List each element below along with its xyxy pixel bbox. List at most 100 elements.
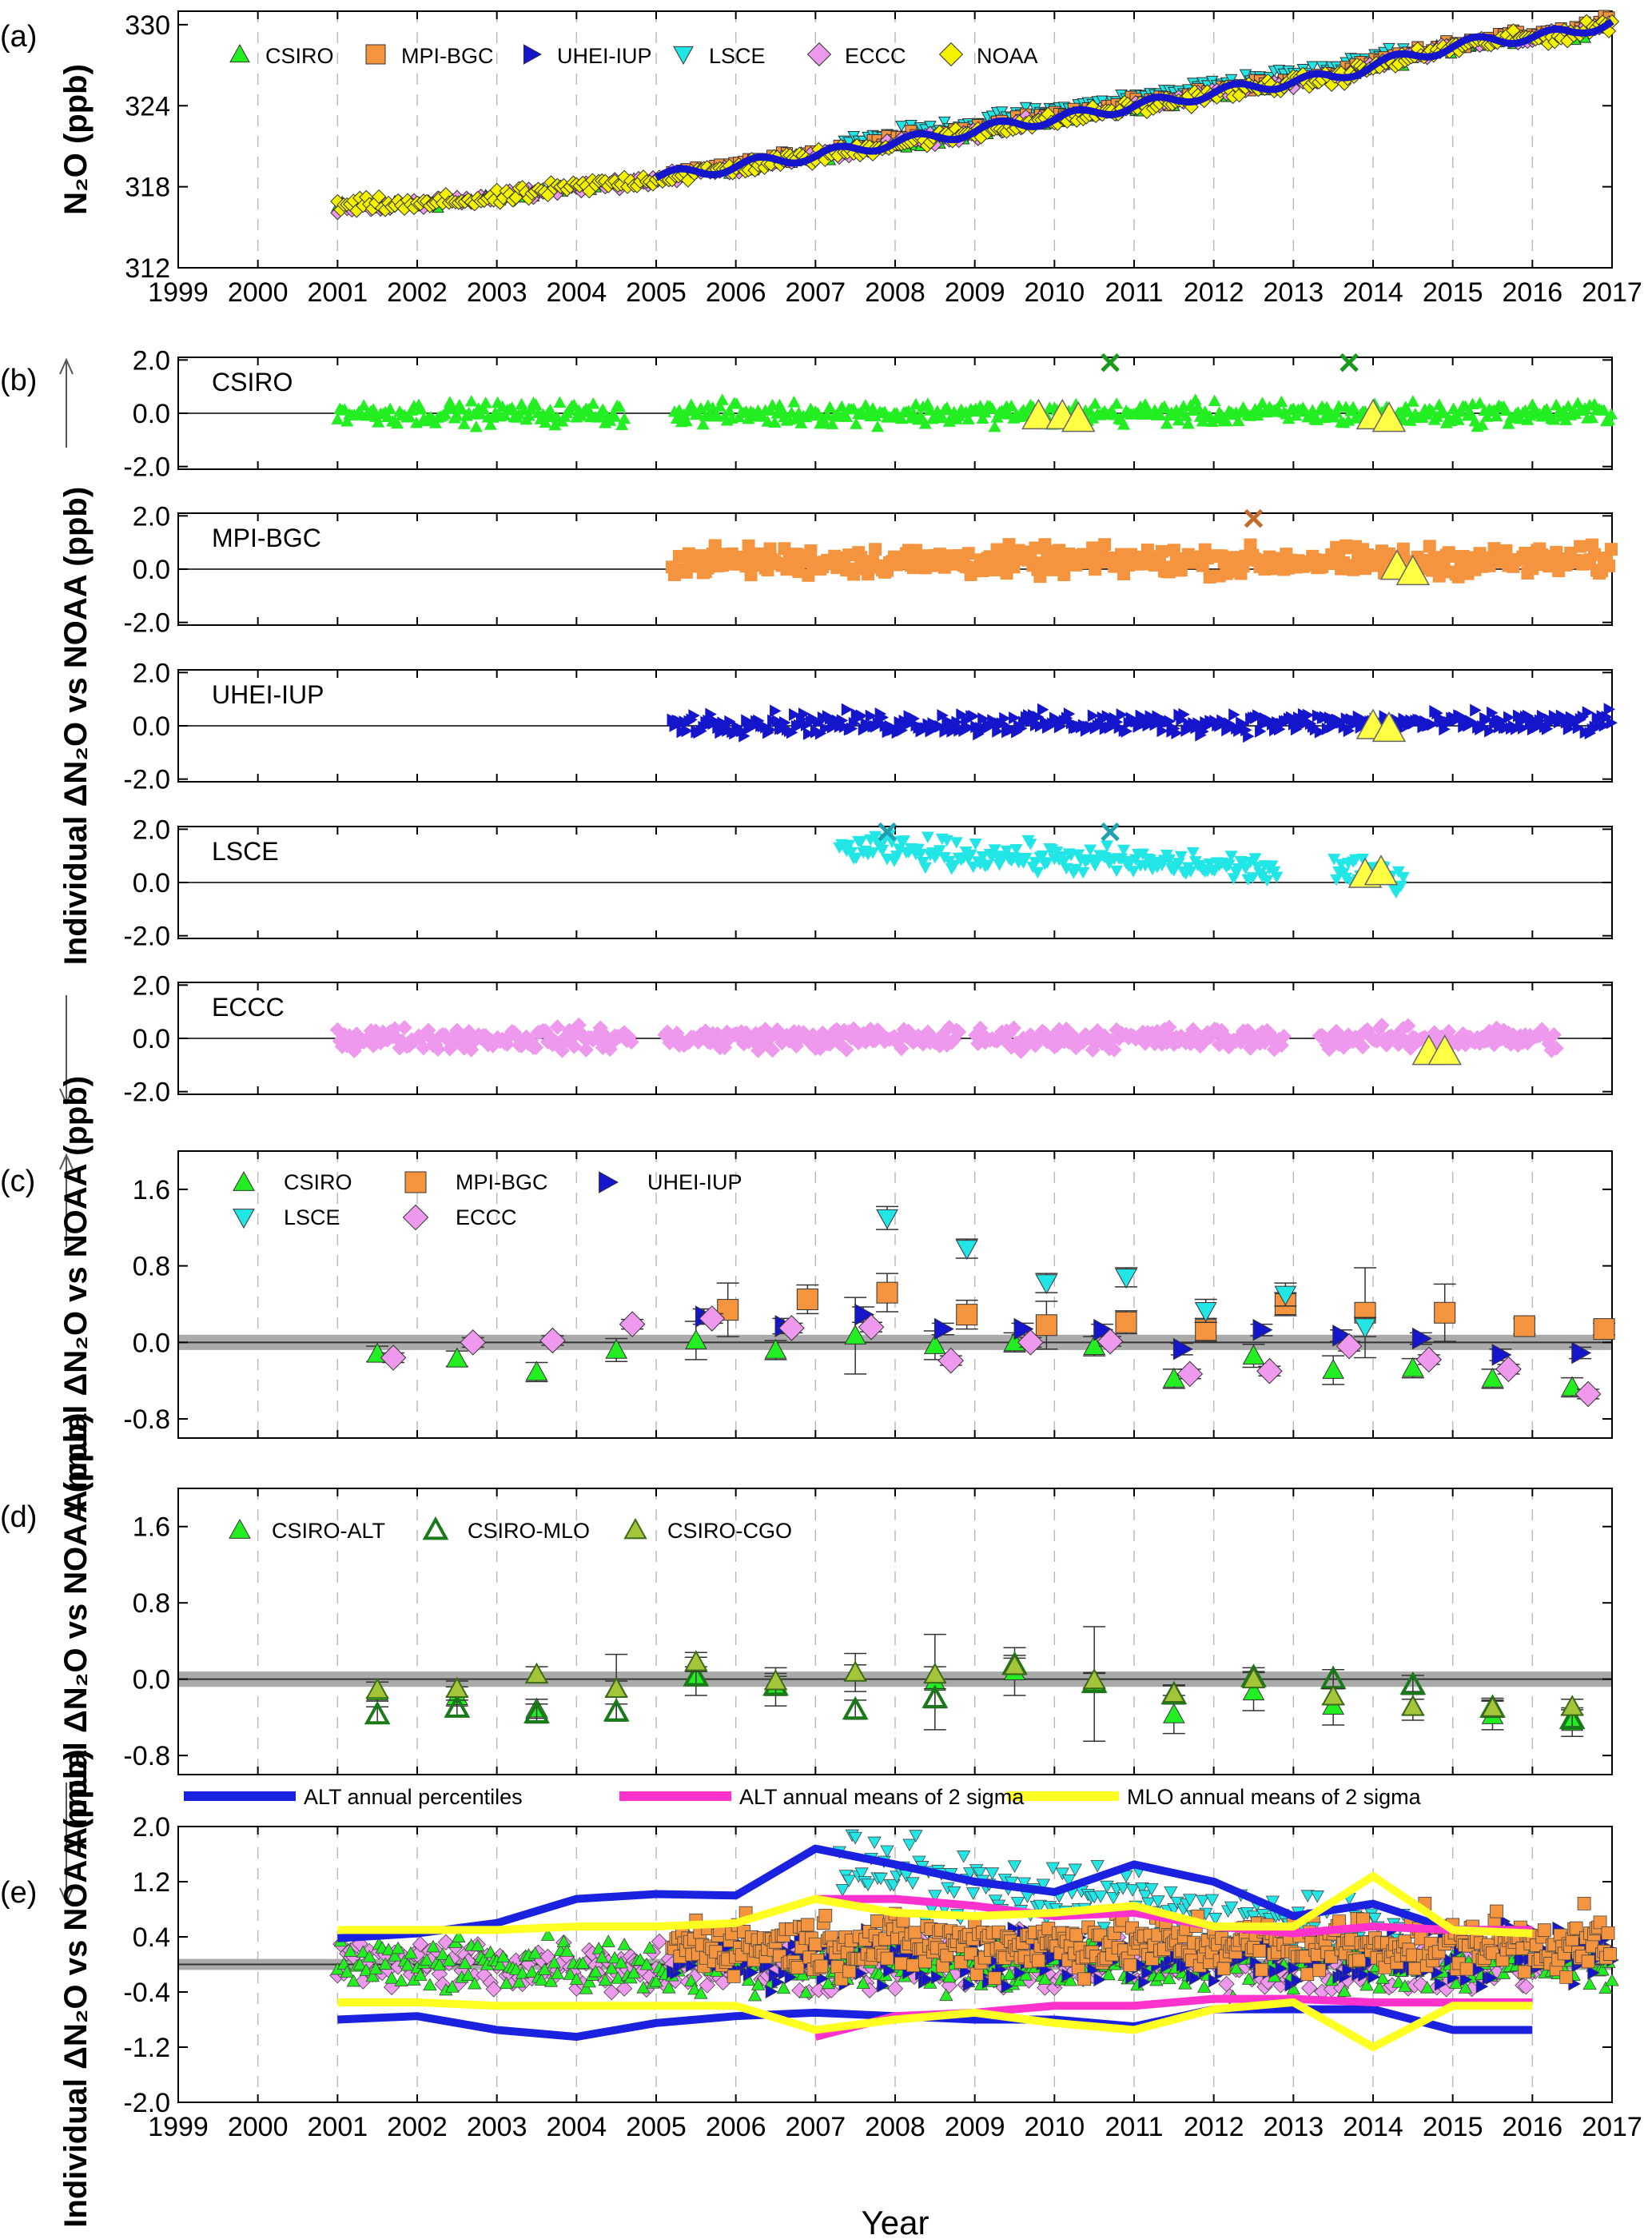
- point-b-mpi-bgc: [869, 543, 882, 556]
- point-c-lsce: [1035, 1274, 1058, 1295]
- point-b-csiro: [787, 396, 801, 408]
- point-e-lsce: [902, 1839, 917, 1852]
- point-b-uhei-iup: [770, 704, 782, 718]
- point-b-lsce: [921, 831, 934, 843]
- point-e-csiro: [1582, 1977, 1597, 1990]
- point-b-csiro: [1208, 394, 1221, 407]
- point-c-lsce: [955, 1240, 978, 1261]
- legend-d-marker: [623, 1517, 647, 1540]
- point-b-csiro: [618, 412, 631, 424]
- point-b-csiro: [1110, 397, 1124, 409]
- point-b-lsce: [1024, 839, 1037, 851]
- point-c-eccc: [1415, 1346, 1443, 1373]
- point-e-lsce: [867, 1836, 882, 1850]
- legend-c-marker: [404, 1171, 427, 1193]
- point-e-csiro: [1605, 1973, 1619, 1986]
- point-b-csiro: [1089, 396, 1102, 409]
- point-a-noaa: [489, 182, 504, 197]
- point-e-lsce: [1310, 1890, 1324, 1903]
- point-a-lsce: [1224, 74, 1238, 86]
- legend-d-marker: [422, 1516, 449, 1540]
- point-b-mpi-bgc: [763, 542, 777, 556]
- point-b-uhei-iup: [1603, 703, 1616, 716]
- point-e-lsce: [1068, 1863, 1082, 1877]
- arrow-up-c: [59, 1153, 74, 1247]
- point-b-mpi-bgc: [1155, 544, 1168, 558]
- point-e-lsce: [1204, 1894, 1220, 1907]
- point-e-lsce: [880, 1845, 894, 1859]
- point-c-mpi-bgc: [956, 1304, 978, 1326]
- point-e-lsce: [947, 1886, 961, 1899]
- point-b-csiro: [553, 396, 567, 408]
- point-b-lsce: [918, 862, 932, 874]
- point-b-csiro: [1188, 393, 1202, 405]
- point-e-eccc: [1218, 1975, 1235, 1993]
- point-e-lsce: [1007, 1860, 1022, 1873]
- data-marks: [184, 10, 1620, 2051]
- point-b-csiro: [464, 395, 478, 407]
- point-a-lsce: [842, 137, 856, 149]
- point-e-lsce: [1164, 1886, 1178, 1899]
- point-b-mpi-bgc: [1057, 568, 1071, 582]
- point-a-lsce: [1306, 61, 1320, 73]
- point-c-eccc: [619, 1311, 646, 1337]
- point-e-lsce: [1106, 1891, 1121, 1905]
- legend-a-marker: [806, 42, 832, 67]
- legend-a-marker: [938, 42, 964, 67]
- point-b-lsce: [1330, 874, 1343, 886]
- point-b-mpi-bgc: [1602, 559, 1616, 572]
- point-b-mpi-bgc: [804, 544, 818, 558]
- legend-d-marker: [229, 1518, 251, 1539]
- point-a-noaa: [508, 189, 523, 205]
- legend-a-marker: [673, 46, 694, 66]
- point-c-mpi-bgc: [1035, 1314, 1057, 1337]
- point-b-mpi-bgc: [961, 547, 975, 560]
- point-d-csiro-alt: [1162, 1703, 1185, 1723]
- point-b-csiro: [1406, 395, 1419, 407]
- point-e-lsce: [965, 1887, 981, 1900]
- point-c-csiro: [1322, 1359, 1345, 1379]
- point-d-csiro-cgo: [684, 1650, 708, 1671]
- point-c-lsce: [876, 1209, 898, 1229]
- point-b-csiro: [1275, 395, 1288, 408]
- arrow-up-b: [59, 357, 74, 448]
- point-a-lsce: [895, 121, 908, 133]
- point-c-lsce: [1354, 1318, 1376, 1339]
- point-c-mpi-bgc: [1513, 1315, 1535, 1337]
- legend-c-marker: [233, 1170, 255, 1191]
- point-e-eccc: [1301, 1979, 1318, 1997]
- point-e-lsce: [906, 1877, 920, 1890]
- point-c-csiro: [525, 1361, 548, 1381]
- point-b-csiro: [715, 393, 729, 405]
- point-b-mpi-bgc: [1605, 543, 1618, 556]
- point-b-mpi-bgc: [1423, 540, 1436, 553]
- legend-a-marker: [229, 43, 250, 63]
- point-e-csiro: [617, 1938, 631, 1950]
- legend-a-marker: [365, 44, 386, 65]
- point-b-csiro: [684, 398, 698, 410]
- point-b-csiro: [469, 420, 483, 432]
- point-b-lsce: [1031, 867, 1045, 878]
- point-e-csiro: [747, 1988, 762, 2002]
- point-b-uhei-iup: [1037, 703, 1049, 716]
- point-c-eccc: [1574, 1380, 1602, 1408]
- point-b-lsce: [1110, 865, 1124, 878]
- point-b-mpi-bgc: [742, 539, 755, 552]
- point-e-csiro: [601, 1934, 615, 1947]
- legend-c-marker: [233, 1209, 255, 1229]
- legend-c-marker: [599, 1171, 619, 1193]
- point-e-lsce: [835, 1883, 850, 1897]
- point-c-mpi-bgc: [1593, 1318, 1615, 1341]
- point-a-lsce: [937, 116, 951, 128]
- legend-c-marker: [402, 1204, 429, 1231]
- point-a-lsce: [1019, 102, 1033, 114]
- point-a-lsce: [1239, 69, 1252, 81]
- point-e-eccc: [886, 1980, 904, 1997]
- point-e-lsce: [957, 1851, 971, 1863]
- point-e-lsce: [1090, 1859, 1105, 1873]
- point-b-csiro: [1550, 398, 1563, 411]
- point-e-lsce: [1125, 1884, 1140, 1897]
- point-b-lsce: [1127, 866, 1140, 878]
- point-a-noaa: [372, 189, 387, 205]
